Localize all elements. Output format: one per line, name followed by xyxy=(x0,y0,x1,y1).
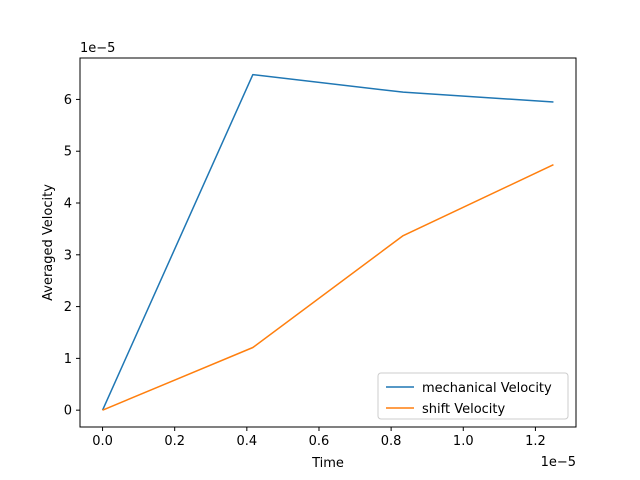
y-tick-label: 0 xyxy=(64,404,72,419)
y-tick-label: 1 xyxy=(64,352,72,367)
legend: mechanical Velocity shift Velocity xyxy=(377,372,569,420)
y-axis-label: Averaged Velocity xyxy=(41,184,56,301)
y-tick-label: 4 xyxy=(64,197,72,212)
legend-label-shift-velocity: shift Velocity xyxy=(422,402,506,417)
series-line-shift-velocity xyxy=(102,164,554,411)
x-tick-label: 0.0 xyxy=(92,434,113,449)
legend-box xyxy=(377,372,569,420)
y-axis-ticks: 0 1 2 3 4 5 6 xyxy=(64,93,80,419)
x-axis-ticks: 0.0 0.2 0.4 0.6 0.8 1.0 1.2 xyxy=(92,427,546,449)
y-tick-label: 5 xyxy=(64,145,72,160)
x-tick-label: 0.4 xyxy=(236,434,257,449)
y-tick-label: 2 xyxy=(64,300,72,315)
legend-label-mechanical-velocity: mechanical Velocity xyxy=(422,381,552,396)
series-line-mechanical-velocity xyxy=(101,73,554,411)
x-tick-label: 0.8 xyxy=(381,434,402,449)
series-layer xyxy=(101,73,554,411)
y-tick-label: 3 xyxy=(64,248,72,263)
x-tick-label: 1.2 xyxy=(525,434,546,449)
axes-frame xyxy=(79,57,577,428)
x-axis-label: Time xyxy=(311,456,344,471)
y-axis-offset-text: 1e−5 xyxy=(80,41,115,56)
x-axis-offset-text: 1e−5 xyxy=(541,455,576,470)
x-tick-label: 0.6 xyxy=(309,434,330,449)
y-tick-label: 6 xyxy=(64,93,72,108)
x-tick-label: 1.0 xyxy=(453,434,474,449)
x-tick-label: 0.2 xyxy=(164,434,185,449)
